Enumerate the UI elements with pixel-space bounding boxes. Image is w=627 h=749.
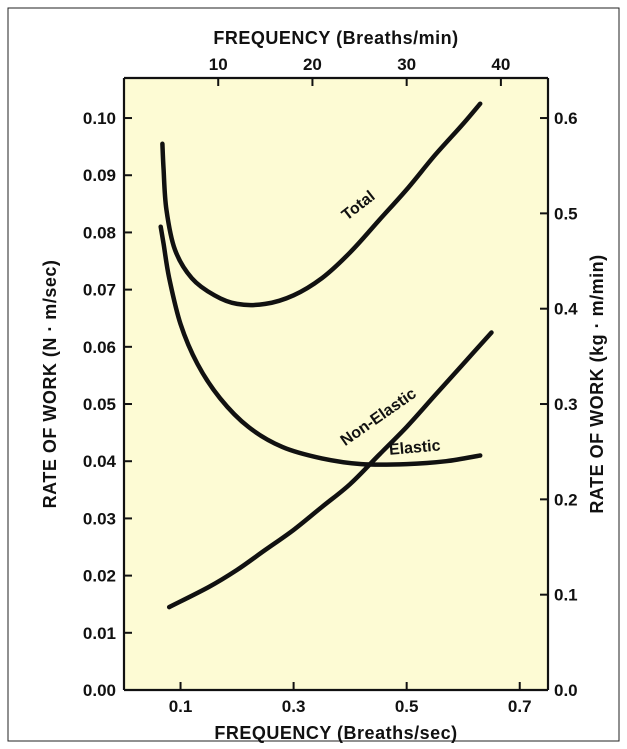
series-elastic-label: Elastic — [388, 437, 441, 458]
figure-frame — [7, 7, 620, 742]
y2-axis-title: RATE OF WORK (kg · m/min) — [587, 254, 607, 513]
y-tick-label: 0.06 — [83, 338, 116, 357]
series-total-line — [160, 101, 483, 308]
y-tick-label: 0.03 — [83, 509, 116, 528]
y2-tick-label: 0.4 — [554, 300, 578, 319]
y2-tick-label: 0.0 — [554, 681, 578, 700]
y-tick-label: 0.10 — [83, 109, 116, 128]
y-tick-label: 0.05 — [83, 395, 116, 414]
axes — [122, 76, 550, 692]
x2-tick-label: 10 — [209, 55, 228, 74]
y2-tick-label: 0.2 — [554, 490, 578, 509]
x-tick-label: 0.3 — [282, 697, 306, 716]
plot-area — [124, 78, 548, 690]
y-tick-label: 0.02 — [83, 567, 116, 586]
y-tick-label: 0.04 — [83, 452, 117, 471]
x2-axis-title: FREQUENCY (Breaths/min) — [213, 28, 458, 48]
x2-tick-label: 30 — [397, 55, 416, 74]
y-tick-label: 0.00 — [83, 681, 116, 700]
x-axis-title: FREQUENCY (Breaths/sec) — [214, 723, 457, 743]
y2-tick-label: 0.3 — [554, 395, 578, 414]
series-elastic-line — [158, 224, 483, 467]
x2-tick-label: 20 — [303, 55, 322, 74]
x-tick-label: 0.1 — [169, 697, 193, 716]
y2-tick-label: 0.6 — [554, 109, 578, 128]
y-tick-label: 0.01 — [83, 624, 116, 643]
series-non-elastic-line — [166, 330, 494, 610]
y2-tick-label: 0.1 — [554, 586, 578, 605]
x-tick-label: 0.5 — [395, 697, 419, 716]
y2-tick-label: 0.5 — [554, 204, 578, 223]
y-tick-label: 0.07 — [83, 281, 116, 300]
y-axis-title: RATE OF WORK (N · m/sec) — [40, 260, 60, 509]
curves — [158, 101, 494, 610]
y-tick-label: 0.08 — [83, 223, 116, 242]
y-tick-label: 0.09 — [83, 166, 116, 185]
x-tick-label: 0.7 — [508, 697, 532, 716]
x2-tick-label: 40 — [491, 55, 510, 74]
